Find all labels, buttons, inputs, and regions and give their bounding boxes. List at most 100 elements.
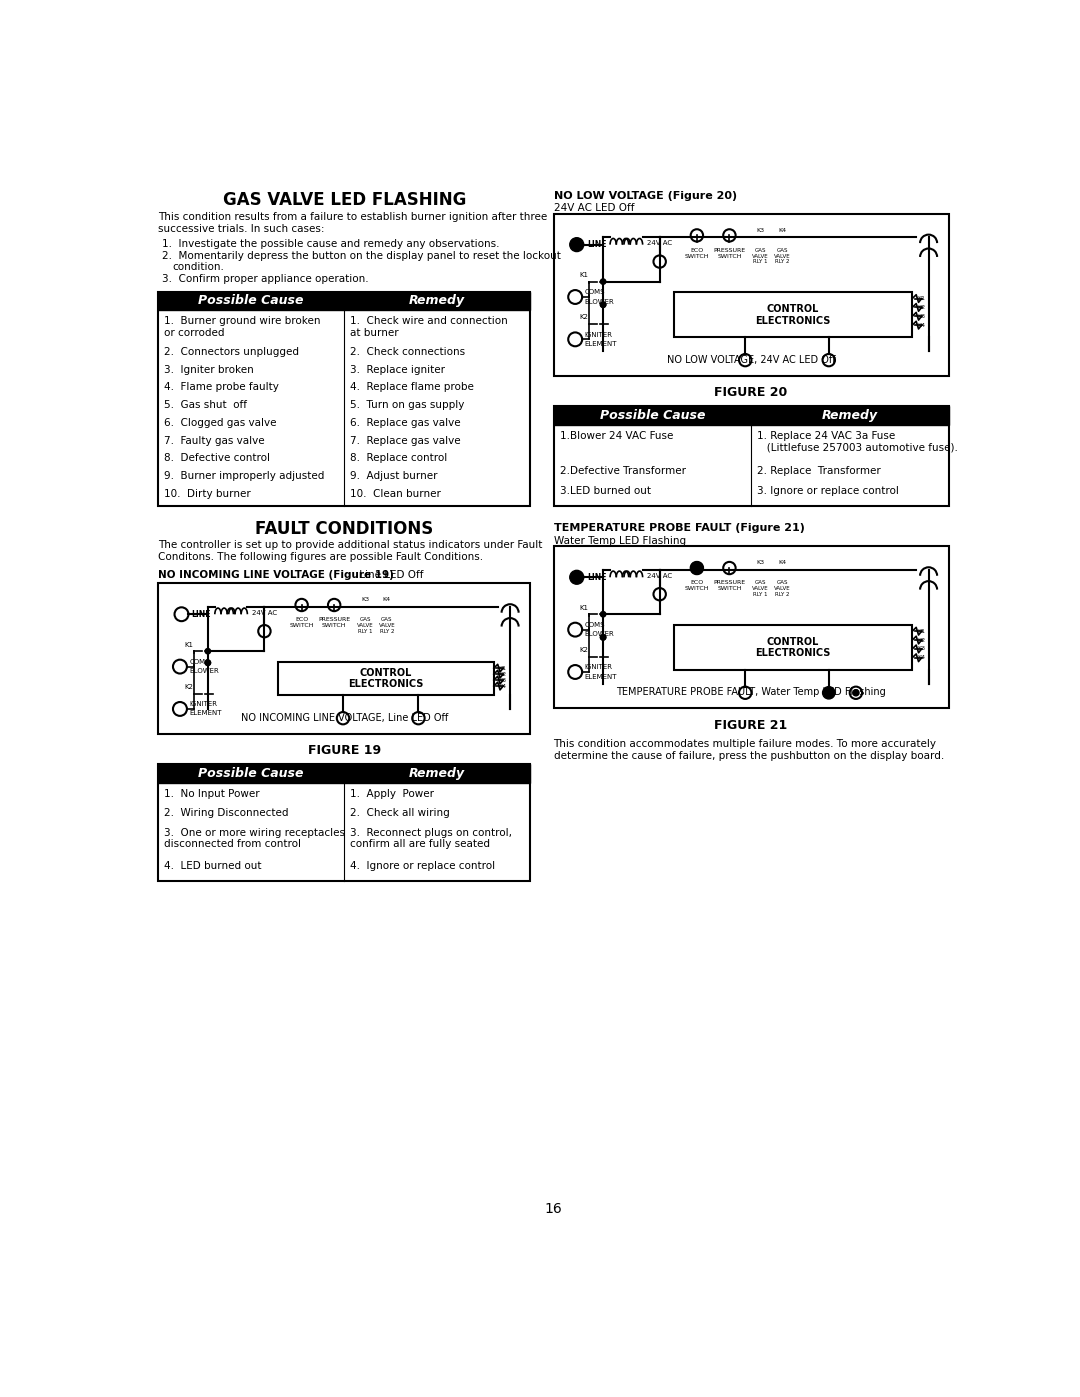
Text: NO INCOMING LINE VOLTAGE, Line LED Off: NO INCOMING LINE VOLTAGE, Line LED Off (241, 712, 448, 722)
Text: 4.  Flame probe faulty: 4. Flame probe faulty (164, 383, 280, 393)
Bar (159, 292, 530, 310)
Text: 2.  Wiring Disconnected: 2. Wiring Disconnected (164, 809, 289, 819)
Text: 3. Ignore or replace control: 3. Ignore or replace control (757, 486, 900, 496)
Text: 10.  Dirty burner: 10. Dirty burner (164, 489, 252, 499)
Text: GAS
VALVE
RLY 2: GAS VALVE RLY 2 (773, 247, 791, 264)
Text: Remedy: Remedy (409, 295, 465, 307)
Text: K4: K4 (778, 228, 786, 233)
Bar (554, 407, 948, 507)
Text: GAS VALVE LED FLASHING: GAS VALVE LED FLASHING (222, 191, 465, 208)
Text: IGNITER: IGNITER (584, 332, 612, 338)
Text: ELEMENT: ELEMENT (584, 341, 617, 346)
Text: 1.  Check wire and connection
at burner: 1. Check wire and connection at burner (350, 316, 509, 338)
Text: K3: K3 (756, 560, 765, 566)
Text: Line LED Off: Line LED Off (356, 570, 423, 580)
Text: K1: K1 (580, 272, 589, 278)
Circle shape (823, 686, 835, 698)
Text: Remedy: Remedy (822, 409, 878, 422)
Bar (159, 584, 530, 733)
Text: K4: K4 (499, 683, 507, 689)
Text: 2.  Momentarily depress the button on the display panel to reset the lockout: 2. Momentarily depress the button on the… (162, 251, 561, 261)
Text: K2: K2 (580, 647, 589, 652)
Text: determine the cause of failure, press the pushbutton on the display board.: determine the cause of failure, press th… (554, 750, 944, 760)
Text: COMS: COMS (584, 289, 605, 295)
Text: K2: K2 (185, 685, 193, 690)
Text: K3: K3 (361, 598, 369, 602)
Circle shape (570, 570, 583, 584)
Text: LINE: LINE (586, 240, 606, 249)
Text: 4.  Ignore or replace control: 4. Ignore or replace control (350, 862, 496, 872)
Text: 24V AC LED Off: 24V AC LED Off (554, 203, 634, 214)
Circle shape (205, 659, 211, 665)
Text: ECO
SWITCH: ECO SWITCH (289, 617, 314, 629)
Circle shape (600, 612, 606, 617)
Text: 24V AC: 24V AC (252, 609, 276, 616)
Text: 5.  Turn on gas supply: 5. Turn on gas supply (350, 400, 464, 411)
Text: 2.  Check connections: 2. Check connections (350, 346, 465, 358)
Text: 2.  Connectors unplugged: 2. Connectors unplugged (164, 346, 299, 358)
Text: GAS
VALVE
RLY 1: GAS VALVE RLY 1 (752, 247, 769, 264)
Text: K1: K1 (185, 641, 193, 648)
Text: 1.  Apply  Power: 1. Apply Power (350, 789, 434, 799)
Text: successive trials. In such cases:: successive trials. In such cases: (159, 224, 325, 233)
Text: ECO
SWITCH: ECO SWITCH (685, 580, 710, 591)
Text: Remedy: Remedy (409, 767, 465, 780)
Circle shape (570, 237, 583, 251)
Bar (554, 407, 948, 425)
Text: 2. Replace  Transformer: 2. Replace Transformer (757, 467, 881, 476)
Circle shape (600, 634, 606, 640)
Circle shape (600, 279, 606, 285)
Text: Possible Cause: Possible Cause (199, 767, 303, 780)
Text: FIGURE 20: FIGURE 20 (715, 387, 787, 400)
Text: 3.  Confirm proper appliance operation.: 3. Confirm proper appliance operation. (162, 274, 368, 284)
Text: 3.  Replace igniter: 3. Replace igniter (350, 365, 445, 374)
Text: NO INCOMING LINE VOLTAGE (Figure 19): NO INCOMING LINE VOLTAGE (Figure 19) (159, 570, 394, 580)
Text: PRESSURE
SWITCH: PRESSURE SWITCH (319, 617, 350, 629)
Text: 1. Replace 24 VAC 3a Fuse
   (Littlefuse 257003 automotive fuse).: 1. Replace 24 VAC 3a Fuse (Littlefuse 25… (757, 432, 958, 453)
Text: 9.  Adjust burner: 9. Adjust burner (350, 471, 438, 481)
Text: TEMPERATURE PROBE FAULT, Water Temp LED Flashing: TEMPERATURE PROBE FAULT, Water Temp LED … (617, 687, 886, 697)
Text: 5.  Gas shut  off: 5. Gas shut off (164, 400, 247, 411)
Text: K1: K1 (917, 629, 924, 634)
Text: K4: K4 (917, 323, 926, 328)
Text: The controller is set up to provide additional status indicators under Fault: The controller is set up to provide addi… (159, 541, 542, 550)
Text: 10.  Clean burner: 10. Clean burner (350, 489, 442, 499)
Text: 2.  Check all wiring: 2. Check all wiring (350, 809, 450, 819)
Bar (159, 764, 530, 782)
Text: 3.  Igniter broken: 3. Igniter broken (164, 365, 254, 374)
Text: GAS
VALVE
RLY 1: GAS VALVE RLY 1 (356, 617, 374, 634)
Text: IGNITER: IGNITER (584, 665, 612, 671)
Text: K2: K2 (499, 672, 507, 676)
Circle shape (205, 648, 211, 654)
Bar (159, 764, 530, 880)
Text: ECO
SWITCH: ECO SWITCH (685, 247, 710, 258)
Text: COMS: COMS (189, 659, 210, 665)
Text: CONTROL
ELECTRONICS: CONTROL ELECTRONICS (349, 668, 423, 689)
Circle shape (600, 302, 606, 307)
Text: GAS
VALVE
RLY 2: GAS VALVE RLY 2 (773, 580, 791, 597)
Text: IGNITER: IGNITER (189, 701, 217, 707)
Text: Possible Cause: Possible Cause (599, 409, 705, 422)
Text: 8.  Replace control: 8. Replace control (350, 453, 448, 464)
Text: GAS
VALVE
RLY 2: GAS VALVE RLY 2 (379, 617, 395, 634)
Text: K2: K2 (917, 305, 926, 310)
Text: BLOWER: BLOWER (189, 668, 219, 675)
Text: 6.  Replace gas valve: 6. Replace gas valve (350, 418, 461, 427)
Text: Possible Cause: Possible Cause (199, 295, 303, 307)
Text: PRESSURE
SWITCH: PRESSURE SWITCH (714, 247, 745, 258)
Text: 2.Defective Transformer: 2.Defective Transformer (559, 467, 686, 476)
Text: 16: 16 (544, 1203, 563, 1217)
Text: K1: K1 (917, 296, 924, 300)
Circle shape (691, 562, 703, 574)
Bar (554, 214, 948, 376)
Text: K1: K1 (580, 605, 589, 610)
Text: K3: K3 (499, 678, 507, 683)
Text: K4: K4 (778, 560, 786, 566)
Text: NO LOW VOLTAGE (Figure 20): NO LOW VOLTAGE (Figure 20) (554, 191, 737, 201)
Text: Conditons. The following figures are possible Fault Conditions.: Conditons. The following figures are pos… (159, 552, 484, 562)
Text: K3: K3 (756, 228, 765, 233)
Text: TEMPERATURE PROBE FAULT (Figure 21): TEMPERATURE PROBE FAULT (Figure 21) (554, 524, 805, 534)
Text: K4: K4 (917, 655, 926, 661)
Text: 4.  LED burned out: 4. LED burned out (164, 862, 262, 872)
Text: 1.  No Input Power: 1. No Input Power (164, 789, 260, 799)
